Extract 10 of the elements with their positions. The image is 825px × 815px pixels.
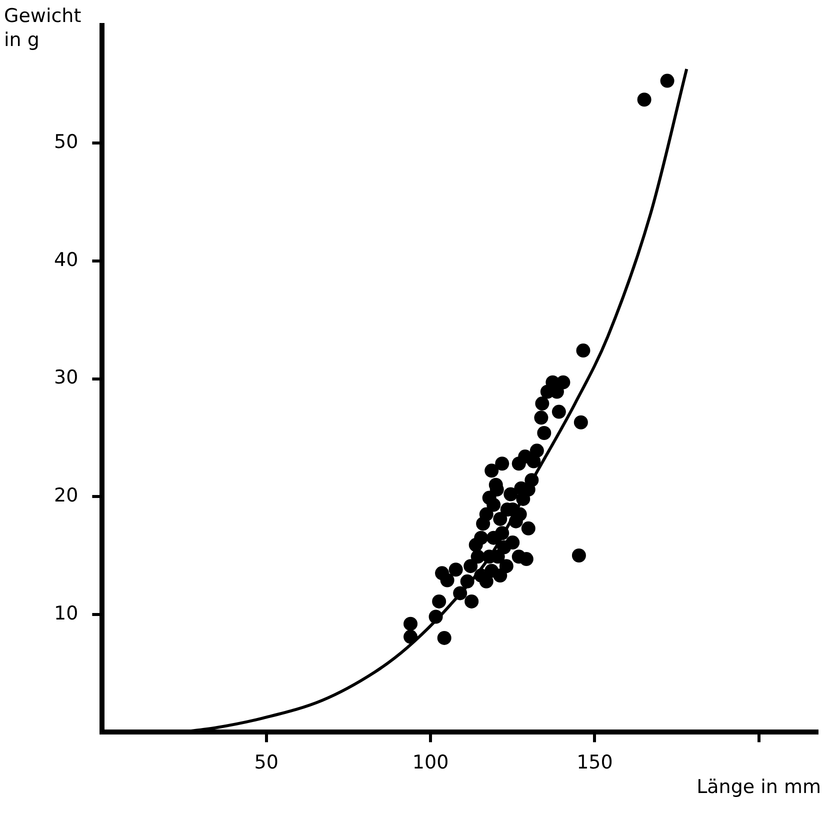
y-axis-title: Gewicht in g (4, 4, 82, 52)
y-tick-label: 40 (54, 248, 78, 271)
y-tick-label: 30 (54, 366, 78, 389)
y-tick-label: 10 (54, 602, 78, 624)
x-tick-label: 150 (576, 752, 613, 774)
y-tick-label: 50 (54, 131, 78, 154)
y-tick-label: 20 (54, 484, 78, 507)
x-tick-label: 100 (412, 752, 449, 774)
x-axis-title: Länge in mm (696, 776, 821, 798)
x-tick-label: 50 (254, 752, 278, 774)
